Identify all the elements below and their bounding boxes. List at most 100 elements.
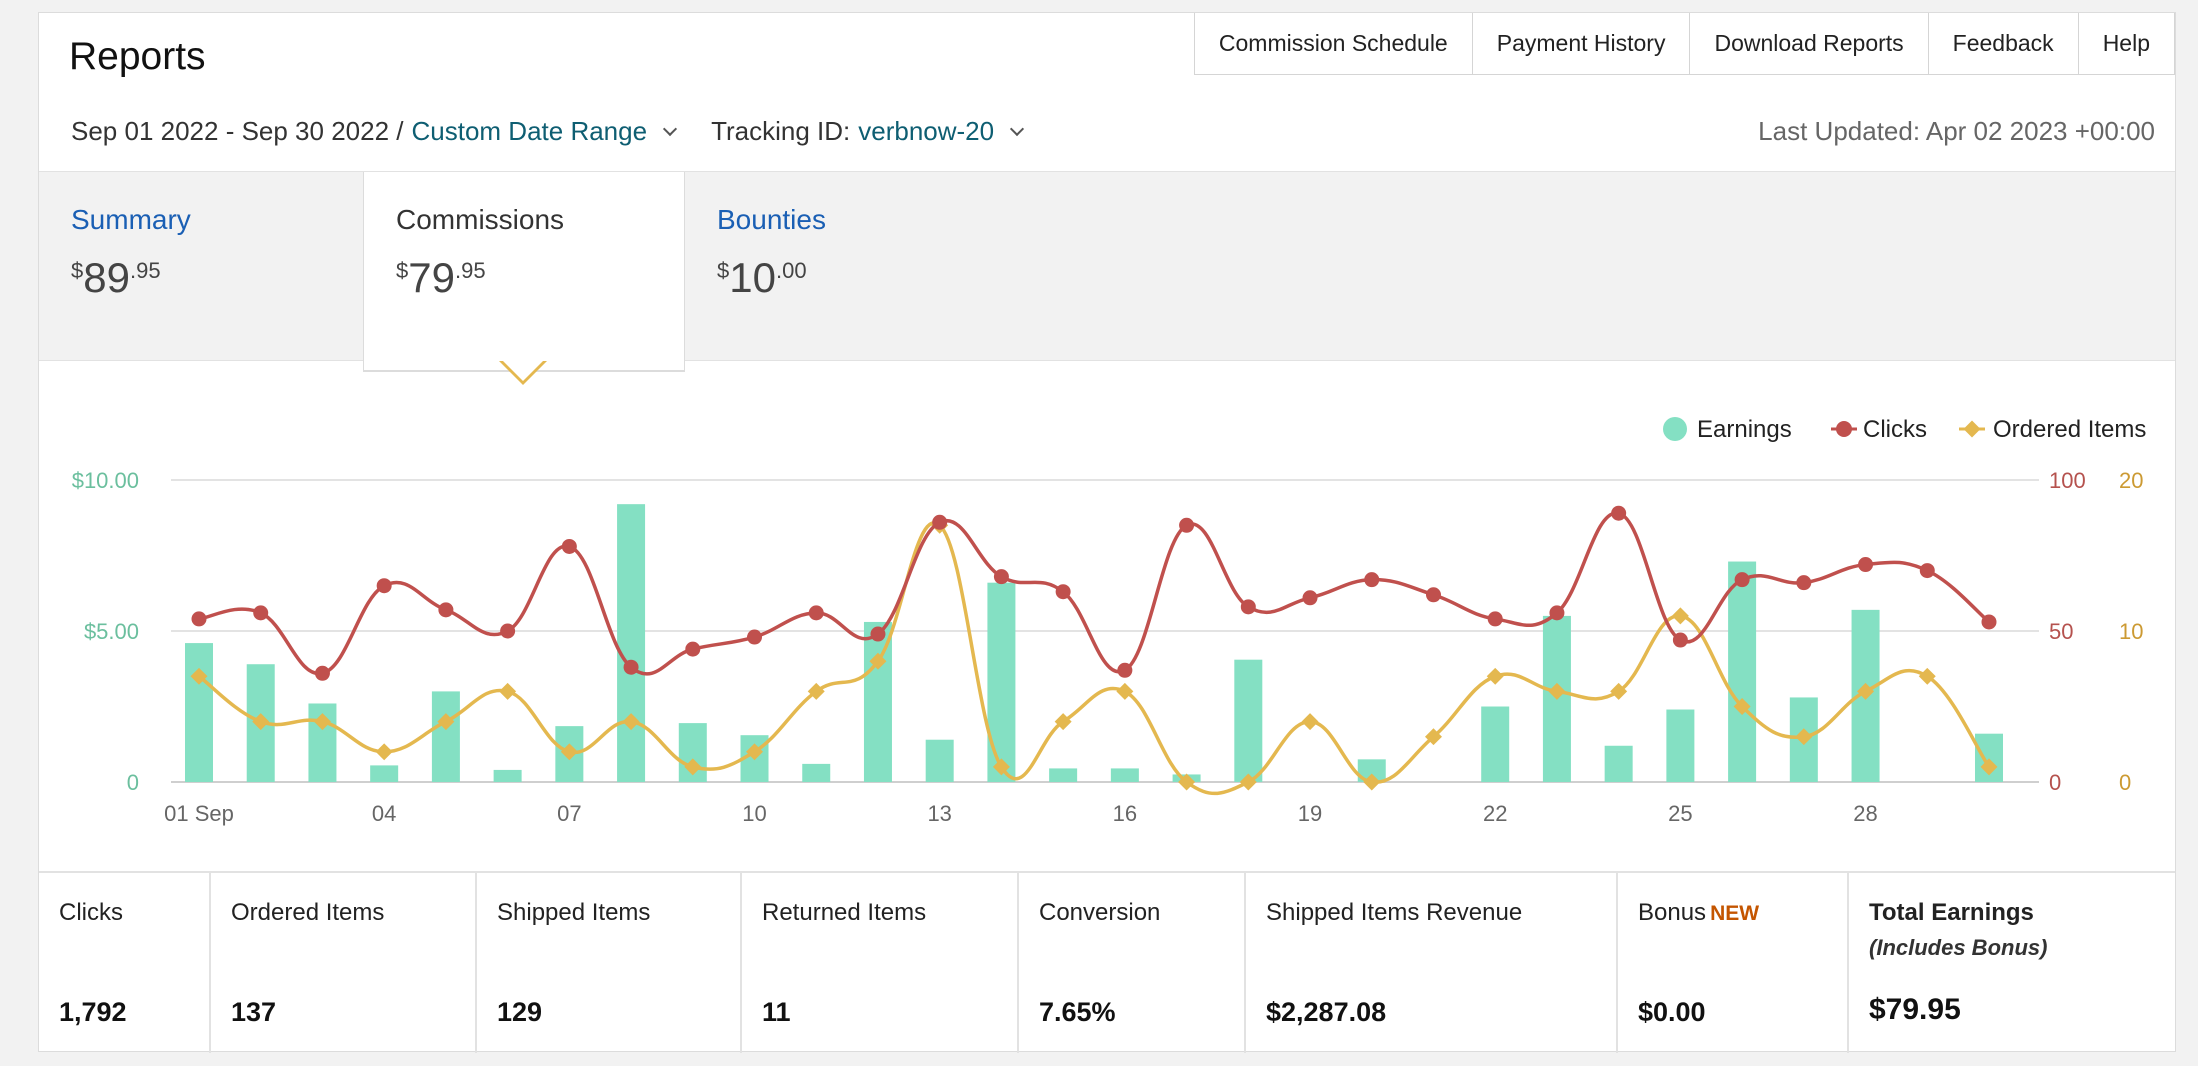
download-reports-button[interactable]: Download Reports — [1689, 13, 1929, 75]
clicks-point — [191, 611, 207, 627]
legend-clicks-label: Clicks — [1863, 416, 1927, 443]
clicks-point — [993, 569, 1009, 585]
stat-label: Ordered Items — [231, 899, 385, 926]
stat-clicks: Clicks 1,792 — [39, 873, 211, 1053]
y-axis-left-tick: $5.00 — [84, 619, 139, 644]
clicks-point — [561, 538, 577, 554]
clicks-point — [1240, 599, 1256, 615]
ordered-items-point — [1671, 607, 1689, 625]
page-title: Reports — [69, 35, 206, 78]
stat-value: 7.65% — [1039, 997, 1116, 1027]
y-axis-right-items-tick: 0 — [2119, 770, 2131, 795]
stat-label: Clicks — [59, 899, 123, 926]
stat-label: Shipped Items — [497, 899, 651, 926]
stat-shipped-items: Shipped Items 129 — [477, 873, 742, 1053]
ordered-items-point — [684, 758, 702, 776]
chevron-down-icon[interactable] — [662, 121, 678, 136]
tab-bounties-label[interactable]: Bounties — [717, 204, 826, 235]
earnings-bar — [1049, 768, 1078, 782]
summary-tabs: Summary $89.95 Commissions $79.95 Bounti… — [39, 171, 2175, 372]
ordered-items-point — [622, 713, 640, 731]
stat-value: $0.00 — [1638, 997, 1706, 1027]
chevron-down-icon[interactable] — [1010, 121, 1025, 136]
ordered-items-point — [992, 758, 1010, 776]
y-axis-right-clicks-tick: 50 — [2049, 619, 2073, 644]
ordered-items-point — [560, 743, 578, 761]
earnings-bar — [617, 504, 646, 782]
legend-clicks-marker — [1836, 421, 1852, 437]
stat-value: 1,792 — [59, 997, 127, 1027]
clicks-point — [253, 605, 269, 621]
tab-summary-label[interactable]: Summary — [71, 204, 191, 235]
clicks-point — [1117, 662, 1133, 678]
ordered-items-point — [1733, 698, 1751, 715]
clicks-point — [1487, 611, 1503, 627]
earnings-bar — [185, 643, 213, 782]
new-badge: NEW — [1710, 902, 1760, 925]
ordered-items-point — [252, 713, 270, 731]
clicks-point — [932, 514, 948, 530]
ordered-items-point — [1486, 667, 1504, 685]
y-axis-right-items-tick: 10 — [2119, 619, 2143, 644]
clicks-point — [623, 659, 639, 675]
earnings-bar — [987, 582, 1016, 782]
stat-label: Total Earnings — [1869, 899, 2034, 926]
payment-history-button[interactable]: Payment History — [1471, 13, 1691, 75]
clicks-line — [198, 511, 1991, 676]
earnings-bar — [1234, 659, 1263, 782]
tab-commissions[interactable]: Commissions $79.95 — [363, 172, 685, 372]
clicks-point — [1796, 575, 1812, 591]
tab-commissions-label[interactable]: Commissions — [396, 204, 565, 235]
clicks-point — [1672, 632, 1688, 648]
y-axis-right-clicks-tick: 100 — [2049, 468, 2086, 493]
stat-total-earnings: Total Earnings (Includes Bonus) $79.95 — [1849, 873, 2175, 1053]
tab-bounties[interactable]: Bounties $10.00 — [685, 172, 1005, 362]
x-axis-tick: 04 — [372, 801, 396, 826]
ordered-items-point — [1363, 773, 1381, 791]
clicks-point — [1364, 572, 1380, 588]
x-axis-tick: 16 — [1113, 801, 1137, 826]
tracking-id-dropdown[interactable]: verbnow-20 — [858, 116, 995, 146]
clicks-point — [1858, 557, 1874, 573]
date-range-dropdown[interactable]: Custom Date Range — [411, 116, 648, 146]
x-axis-tick: 07 — [557, 801, 581, 826]
legend-earnings-label: Earnings — [1697, 416, 1792, 443]
clicks-point — [747, 629, 763, 645]
commission-schedule-button[interactable]: Commission Schedule — [1193, 13, 1473, 75]
clicks-point — [438, 602, 454, 618]
earnings-bar — [1110, 768, 1139, 782]
x-axis-tick: 01 Sep — [164, 801, 234, 826]
stat-bonus: Bonus NEW $0.00 — [1618, 873, 1849, 1053]
clicks-point — [1611, 505, 1627, 521]
feedback-button[interactable]: Feedback — [1927, 13, 2079, 75]
clicks-point — [1302, 590, 1318, 606]
filter-bar: Sep 01 2022 - Sep 30 2022 / Custom Date … — [71, 116, 1025, 147]
top-nav: Commission Schedule Payment History Down… — [1193, 13, 2175, 75]
y-axis-left-tick: 0 — [127, 770, 139, 795]
x-axis-tick: 19 — [1298, 801, 1322, 826]
earnings-bar — [925, 739, 954, 782]
earnings-bar — [431, 691, 460, 782]
stat-label: Bonus NEW — [1638, 899, 1760, 926]
earnings-bar — [802, 763, 831, 782]
ordered-items-point — [807, 682, 825, 700]
ordered-items-point — [375, 743, 393, 761]
tab-summary[interactable]: Summary $89.95 — [39, 172, 363, 362]
help-button[interactable]: Help — [2077, 13, 2175, 75]
clicks-point — [1981, 614, 1997, 630]
x-axis-tick: 28 — [1853, 801, 1877, 826]
ordered-items-point — [313, 713, 331, 731]
ordered-items-point — [1239, 773, 1257, 791]
ordered-items-point — [1178, 773, 1196, 791]
clicks-point — [685, 641, 701, 657]
tracking-id-label: Tracking ID: — [711, 116, 851, 146]
stat-sublabel: (Includes Bonus) — [1869, 935, 2048, 960]
clicks-point — [1734, 572, 1750, 588]
active-tab-pointer — [499, 359, 547, 385]
ordered-items-point — [869, 652, 887, 670]
y-axis-right-items-tick: 20 — [2119, 468, 2143, 493]
stat-label: Returned Items — [762, 899, 927, 926]
clicks-point — [1549, 605, 1565, 621]
stat-label: Shipped Items Revenue — [1266, 899, 1523, 926]
stat-conversion: Conversion 7.65% — [1019, 873, 1246, 1053]
